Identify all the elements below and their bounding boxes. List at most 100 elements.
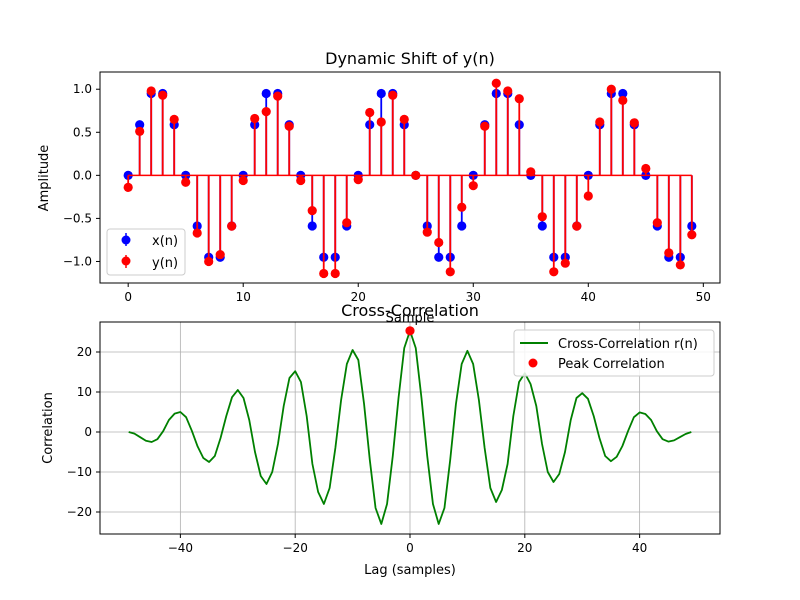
stem-marker — [618, 95, 628, 106]
stem-marker — [457, 202, 467, 212]
stem-marker — [595, 117, 605, 127]
stem-marker — [261, 88, 271, 99]
legend-y-marker-icon — [121, 256, 131, 266]
stem-plot-marks — [123, 78, 697, 279]
stem-marker — [422, 227, 432, 237]
stem-marker — [537, 212, 547, 222]
stem-marker — [319, 268, 329, 279]
correlation-plot-y-tick-label: 0 — [84, 425, 92, 439]
correlation-plot-x-tick-label: −40 — [168, 541, 193, 555]
stem-marker — [468, 181, 478, 191]
stem-marker — [250, 113, 260, 124]
correlation-plot-x-tick-label: −20 — [283, 541, 308, 555]
stem-marker — [664, 248, 674, 258]
legend-correlation-label: Cross-Correlation r(n) — [558, 337, 698, 352]
correlation-grid — [100, 322, 720, 534]
stem-marker — [491, 78, 501, 88]
stem-marker — [687, 230, 697, 240]
legend-y-label: y(n) — [152, 256, 178, 271]
correlation-plot-title: Cross-Correlation — [341, 301, 479, 320]
legend-x-label: x(n) — [152, 234, 178, 249]
stem-marker — [227, 221, 237, 231]
stem-plot-x-tick-label: 50 — [696, 290, 711, 304]
stem-marker — [537, 221, 547, 231]
stem-plot-legend: x(n) y(n) — [106, 228, 186, 276]
stem-marker — [296, 175, 306, 186]
stem-marker — [158, 90, 168, 100]
stem-marker — [434, 252, 444, 262]
stem-marker — [399, 114, 409, 124]
stem-marker — [606, 84, 616, 94]
stem-plot-y-tick-label: 1.0 — [73, 82, 92, 96]
stem-plot-ticks: 0 10 20 30 40 50 −1.0 −0.5 0.0 0.5 1.0 — [63, 82, 711, 304]
stem-marker — [169, 114, 179, 124]
stem-marker — [376, 117, 386, 127]
correlation-plot-y-tick-label: −10 — [67, 465, 92, 479]
stem-marker — [445, 267, 455, 277]
stem-plot-x-tick-label: 0 — [124, 290, 132, 304]
stem-marker — [675, 260, 685, 270]
correlation-plot-x-tick-label: 40 — [632, 541, 647, 555]
stem-marker — [135, 120, 145, 130]
stem-plot-y-tick-label: 0.5 — [73, 125, 92, 139]
stem-series-y — [123, 78, 697, 279]
stem-marker — [307, 206, 317, 216]
correlation-plot-ticks: −40 −20 0 20 40 −20 −10 0 10 20 — [67, 345, 648, 555]
correlation-plot-marks — [128, 326, 692, 525]
stem-marker — [503, 86, 513, 96]
stem-marker — [652, 218, 662, 228]
stem-plot-y-axis-label: Amplitude — [37, 145, 52, 212]
stem-plot-x-tick-label: 10 — [236, 290, 251, 304]
correlation-plot-legend: Cross-Correlation r(n) Peak Correlation — [513, 329, 715, 377]
stem-marker — [365, 107, 375, 118]
stem-marker — [629, 118, 639, 128]
stem-marker — [457, 221, 467, 231]
legend-peak-label: Peak Correlation — [558, 357, 665, 372]
correlation-plot-y-tick-label: −20 — [67, 505, 92, 519]
stem-plot-y-tick-label: −1.0 — [63, 254, 92, 268]
stem-marker — [330, 268, 340, 279]
stem-marker — [572, 221, 582, 231]
stem-marker — [480, 121, 490, 131]
stem-marker — [146, 86, 156, 96]
peak-correlation-marker — [405, 326, 415, 336]
legend-peak-marker-icon — [528, 358, 538, 368]
stem-marker — [353, 175, 363, 185]
correlation-plot-x-axis-label: Lag (samples) — [364, 563, 456, 578]
stem-marker — [181, 177, 191, 187]
stem-marker — [307, 221, 317, 231]
stem-marker — [135, 126, 145, 137]
stem-plot-y-tick-label: −0.5 — [63, 211, 92, 225]
stem-marker — [192, 228, 202, 238]
stem-marker — [342, 218, 352, 228]
correlation-plot-y-tick-label: 10 — [77, 385, 92, 399]
correlation-plot-legend-box — [513, 329, 715, 377]
stem-plot-title: Dynamic Shift of y(n) — [325, 49, 495, 68]
stem-plot-x-tick-label: 20 — [351, 290, 366, 304]
correlation-plot-y-axis-label: Correlation — [41, 392, 56, 464]
stem-marker — [238, 175, 248, 186]
stem-marker — [560, 258, 570, 268]
stem-marker — [215, 249, 225, 260]
stem-plot-frame — [99, 71, 721, 284]
stem-plot-x-tick-label: 30 — [466, 290, 481, 304]
correlation-subplot: −40 −20 0 20 40 −20 −10 0 10 20 Cross-Correlation… — [41, 301, 721, 578]
stem-marker — [641, 163, 651, 174]
legend-x-marker-icon — [121, 235, 131, 245]
stem-marker — [123, 182, 133, 193]
stem-marker — [376, 88, 386, 99]
stem-marker — [388, 90, 398, 100]
correlation-plot-x-tick-label: 0 — [406, 541, 414, 555]
stem-marker — [526, 167, 536, 177]
correlation-plot-y-tick-label: 20 — [77, 345, 92, 359]
stem-marker — [204, 256, 214, 267]
correlation-plot-x-tick-label: 20 — [517, 541, 532, 555]
stem-plot-x-tick-label: 40 — [581, 290, 596, 304]
stem-marker — [549, 267, 559, 277]
stem-marker — [434, 237, 444, 248]
stem-marker — [273, 91, 283, 101]
stem-subplot: 0 10 20 30 40 50 −1.0 −0.5 0.0 0.5 1.0 Dynamic Shi… — [37, 49, 721, 326]
stem-marker — [284, 121, 294, 131]
